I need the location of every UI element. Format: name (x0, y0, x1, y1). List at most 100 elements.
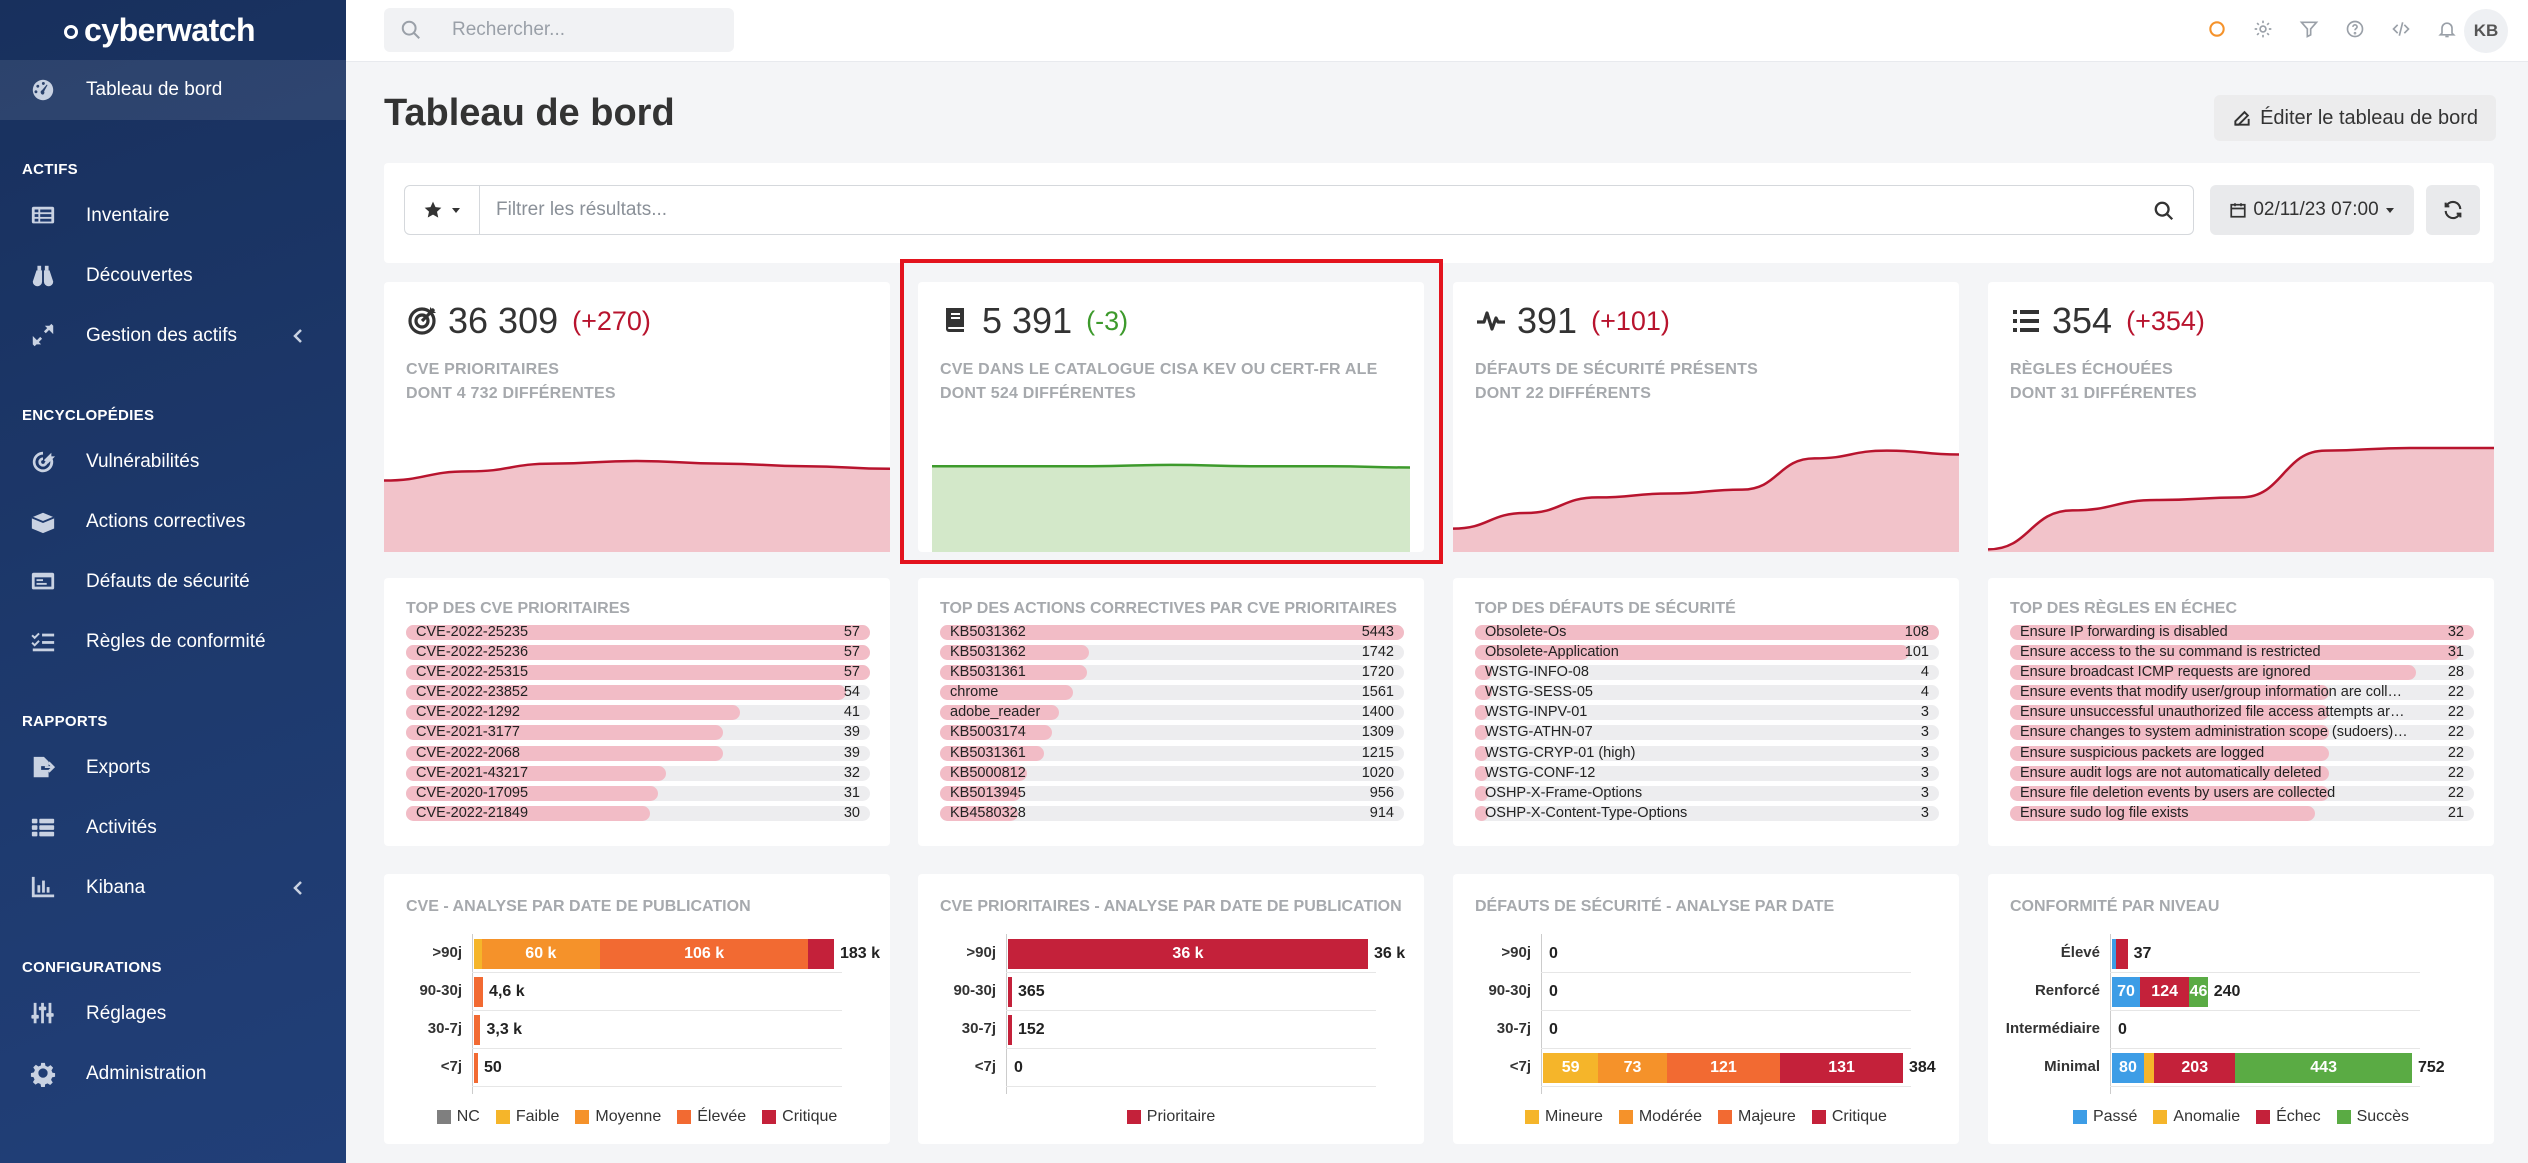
stat-card[interactable]: 391 (+101) DÉFAUTS DE SÉCURITÉ PRÉSENTS DON… (1453, 282, 1959, 552)
list-item[interactable]: CVE-2022-25236 57 (406, 642, 870, 662)
help-icon[interactable] (2344, 18, 2366, 40)
sidebar-item-d-fauts-de-s-curit-[interactable]: Défauts de sécurité (0, 552, 346, 612)
list-item[interactable]: CVE-2022-23852 54 (406, 682, 870, 702)
list-item[interactable]: WSTG-ATHN-07 3 (1475, 722, 1939, 742)
chart-row[interactable]: Intermédiaire 0 (1988, 1010, 2494, 1050)
sidebar-item-gestion-des-actifs[interactable]: Gestion des actifs (0, 306, 346, 366)
legend-item[interactable]: Critique (1811, 1108, 1887, 1126)
list-item[interactable]: CVE-2021-43217 32 (406, 763, 870, 783)
list-item[interactable]: CVE-2022-2068 39 (406, 743, 870, 763)
legend-item[interactable]: Majeure (1718, 1108, 1796, 1126)
list-item[interactable]: KB5013945 956 (940, 783, 1404, 803)
chart-row[interactable]: 30-7j 152 (918, 1010, 1424, 1050)
bar-segment[interactable] (2143, 1053, 2155, 1083)
list-item[interactable]: KB5031362 1742 (940, 642, 1404, 662)
bar-segment[interactable]: 60 k (481, 939, 600, 969)
user-avatar[interactable]: KB (2464, 9, 2508, 53)
bar-segment[interactable]: 121 (1666, 1053, 1781, 1083)
chart-row[interactable]: Minimal 80 203 443 752 (1988, 1048, 2494, 1088)
list-item[interactable]: CVE-2022-25235 57 (406, 622, 870, 642)
chart-row[interactable]: 90-30j 4,6 k (384, 972, 890, 1012)
legend-item[interactable]: Élevée (677, 1108, 746, 1126)
gear-icon[interactable] (2252, 18, 2274, 40)
sidebar-item-exports[interactable]: Exports (0, 738, 346, 798)
bar-segment[interactable] (1008, 1015, 1012, 1045)
bar-segment[interactable] (474, 939, 482, 969)
sidebar-item-d-couvertes[interactable]: Découvertes (0, 246, 346, 306)
bar-segment[interactable]: 73 (1598, 1053, 1667, 1083)
filter-results-input[interactable]: Filtrer les résultats... (480, 185, 2194, 235)
chart-row[interactable]: >90j 60 k 106 k 183 k (384, 934, 890, 974)
bar-segment[interactable]: 59 (1543, 1053, 1599, 1083)
list-item[interactable]: CVE-2022-21849 30 (406, 803, 870, 823)
bar-segment[interactable]: 46 (2189, 977, 2208, 1007)
search-icon[interactable] (2153, 200, 2175, 222)
chart-row[interactable]: 30-7j 0 (1453, 1010, 1959, 1050)
sidebar-item-inventaire[interactable]: Inventaire (0, 186, 346, 246)
list-item[interactable]: Ensure events that modify user/group inf… (2010, 682, 2474, 702)
legend-item[interactable]: NC (436, 1108, 480, 1126)
legend-item[interactable]: Passé (2072, 1108, 2137, 1126)
list-item[interactable]: Ensure unsuccessful unauthorized file ac… (2010, 702, 2474, 722)
stat-card[interactable]: 5 391 (-3) CVE DANS LE CATALOGUE CISA KEV … (918, 282, 1424, 552)
legend-item[interactable]: Moyenne (575, 1108, 661, 1126)
list-item[interactable]: Ensure sudo log file exists 21 (2010, 803, 2474, 823)
legend-item[interactable]: Modérée (1618, 1108, 1702, 1126)
sidebar-item-activit-s[interactable]: Activités (0, 798, 346, 858)
sidebar-item-kibana[interactable]: Kibana (0, 858, 346, 918)
bar-segment[interactable]: 124 (2139, 977, 2190, 1007)
sidebar-item-vuln-rabilit-s[interactable]: Vulnérabilités (0, 432, 346, 492)
sidebar-item-r-glages[interactable]: Réglages (0, 984, 346, 1044)
legend-item[interactable]: Anomalie (2153, 1108, 2240, 1126)
code-icon[interactable] (2390, 18, 2412, 40)
list-item[interactable]: chrome 1561 (940, 682, 1404, 702)
chart-row[interactable]: Renforcé 70 124 46 240 (1988, 972, 2494, 1012)
bar-segment[interactable] (474, 1015, 481, 1045)
list-item[interactable]: CVE-2022-1292 41 (406, 702, 870, 722)
list-item[interactable]: Ensure IP forwarding is disabled 32 (2010, 622, 2474, 642)
app-logo[interactable]: cyberwatch (0, 0, 346, 60)
chart-row[interactable]: 90-30j 365 (918, 972, 1424, 1012)
legend-item[interactable]: Faible (495, 1108, 559, 1126)
list-item[interactable]: CVE-2022-25315 57 (406, 662, 870, 682)
list-item[interactable]: Ensure audit logs are not automatically … (2010, 763, 2474, 783)
legend-item[interactable]: Prioritaire (1126, 1108, 1215, 1126)
list-item[interactable]: CVE-2020-17095 31 (406, 783, 870, 803)
list-item[interactable]: Ensure file deletion events by users are… (2010, 783, 2474, 803)
bar-segment[interactable] (2116, 939, 2128, 969)
sidebar-item-tableau-de-bord[interactable]: Tableau de bord (0, 60, 346, 120)
bar-segment[interactable]: 70 (2112, 977, 2140, 1007)
refresh-button[interactable] (2426, 185, 2480, 235)
bell-icon[interactable] (2436, 18, 2458, 40)
list-item[interactable]: KB5031361 1215 (940, 743, 1404, 763)
list-item[interactable]: WSTG-SESS-05 4 (1475, 682, 1939, 702)
list-item[interactable]: Obsolete-Application 101 (1475, 642, 1939, 662)
stat-card[interactable]: 36 309 (+270) CVE PRIORITAIRES DONT 4 732 D… (384, 282, 890, 552)
bar-segment[interactable] (474, 1053, 478, 1083)
chart-row[interactable]: <7j 0 (918, 1048, 1424, 1088)
list-item[interactable]: OSHP-X-Content-Type-Options 3 (1475, 803, 1939, 823)
filter-icon[interactable] (2298, 18, 2320, 40)
legend-item[interactable]: Échec (2256, 1108, 2321, 1126)
bar-segment[interactable] (474, 977, 484, 1007)
list-item[interactable]: KB5000812 1020 (940, 763, 1404, 783)
list-item[interactable]: Ensure changes to system administration … (2010, 722, 2474, 742)
chart-row[interactable]: >90j 36 k 36 k (918, 934, 1424, 974)
bar-segment[interactable]: 443 (2235, 1053, 2412, 1083)
list-item[interactable]: KB5031362 5443 (940, 622, 1404, 642)
chart-row[interactable]: <7j 59 73 121 131 384 (1453, 1048, 1959, 1088)
list-item[interactable]: WSTG-INFO-08 4 (1475, 662, 1939, 682)
list-item[interactable]: KB5003174 1309 (940, 722, 1404, 742)
bar-segment[interactable] (808, 939, 834, 969)
chart-row[interactable]: <7j 50 (384, 1048, 890, 1088)
global-search-input[interactable]: Rechercher... (384, 8, 734, 52)
chart-row[interactable]: 30-7j 3,3 k (384, 1010, 890, 1050)
bar-segment[interactable]: 203 (2154, 1053, 2236, 1083)
chart-row[interactable]: >90j 0 (1453, 934, 1959, 974)
stat-card[interactable]: 354 (+354) RÈGLES ÉCHOUÉES DONT 31 DIFFÉREN… (1988, 282, 2494, 552)
bar-segment[interactable]: 106 k (599, 939, 809, 969)
sidebar-item-actions-correctives[interactable]: Actions correctives (0, 492, 346, 552)
chart-row[interactable]: Élevé 37 (1988, 934, 2494, 974)
list-item[interactable]: WSTG-CONF-12 3 (1475, 763, 1939, 783)
list-item[interactable]: OSHP-X-Frame-Options 3 (1475, 783, 1939, 803)
